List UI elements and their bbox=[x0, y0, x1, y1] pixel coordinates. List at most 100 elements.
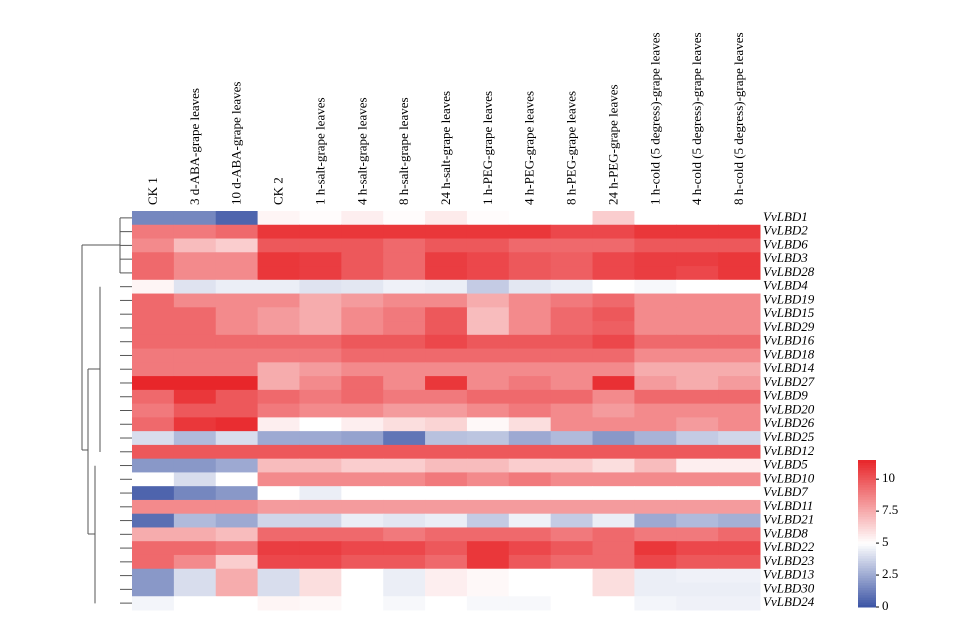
heatmap-cell bbox=[550, 321, 594, 336]
heatmap-cell bbox=[425, 444, 468, 460]
heatmap-cell bbox=[299, 582, 342, 597]
heatmap-cell bbox=[466, 211, 510, 226]
column-label: 4 h-salt-grape leaves bbox=[354, 97, 369, 205]
heatmap-cell bbox=[425, 554, 468, 570]
heatmap-cell bbox=[634, 444, 677, 460]
colorbar-segment bbox=[858, 602, 876, 606]
heatmap-cell bbox=[173, 307, 217, 322]
colorbar-segment bbox=[858, 494, 876, 498]
heatmap-cell bbox=[299, 431, 342, 446]
heatmap-cell bbox=[508, 321, 552, 336]
heatmap-cell bbox=[634, 431, 677, 446]
heatmap-cell bbox=[215, 568, 259, 583]
heatmap-cell bbox=[550, 596, 594, 611]
heatmap-cell bbox=[173, 431, 217, 446]
heatmap-cell bbox=[592, 486, 635, 501]
heatmap-cell bbox=[508, 266, 552, 281]
heatmap-cell bbox=[592, 362, 635, 377]
heatmap-cell bbox=[341, 389, 384, 405]
row-label: VvLBD6 bbox=[763, 236, 808, 251]
heatmap-cell bbox=[215, 211, 259, 226]
heatmap-cell bbox=[299, 266, 342, 281]
heatmap-cell bbox=[257, 321, 300, 336]
row-label: VvLBD30 bbox=[763, 580, 815, 595]
column-label: 4 h-PEG-grape leaves bbox=[522, 91, 537, 205]
heatmap-cell bbox=[592, 211, 635, 226]
colorbar-segment bbox=[858, 589, 876, 593]
heatmap-cell bbox=[508, 389, 552, 405]
row-label: VvLBD5 bbox=[763, 457, 808, 472]
heatmap-cell bbox=[173, 527, 217, 542]
heatmap-cell bbox=[341, 417, 384, 432]
heatmap-cell bbox=[550, 417, 594, 432]
heatmap-cell bbox=[173, 582, 217, 597]
heatmap-cell bbox=[215, 376, 259, 391]
column-label: 1 h-PEG-grape leaves bbox=[480, 91, 495, 205]
heatmap-cell bbox=[299, 568, 342, 583]
heatmap-cell bbox=[550, 472, 594, 487]
heatmap-cell bbox=[592, 527, 635, 542]
row-label: VvLBD21 bbox=[763, 512, 814, 527]
heatmap-cell bbox=[634, 279, 677, 295]
heatmap-cell bbox=[634, 224, 677, 240]
heatmap-cell bbox=[718, 238, 761, 253]
heatmap-cell bbox=[466, 444, 510, 460]
heatmap-cell bbox=[508, 334, 552, 350]
heatmap-cell bbox=[676, 596, 719, 611]
heatmap-cell bbox=[592, 376, 635, 391]
heatmap-cell bbox=[173, 499, 217, 515]
heatmap-cell bbox=[634, 293, 677, 308]
heatmap-cell bbox=[383, 238, 426, 253]
heatmap-cell bbox=[215, 458, 259, 473]
heatmap-cell bbox=[466, 417, 510, 432]
heatmap-cell bbox=[718, 431, 761, 446]
heatmap-cell bbox=[592, 582, 635, 597]
heatmap-cell bbox=[550, 211, 594, 226]
heatmap-cell bbox=[425, 348, 468, 363]
colorbar-segment bbox=[858, 545, 876, 549]
heatmap-cell bbox=[718, 527, 761, 542]
heatmap-cell bbox=[299, 513, 342, 528]
heatmap-cell bbox=[132, 307, 175, 322]
heatmap-cell bbox=[550, 458, 594, 473]
heatmap-cell bbox=[299, 279, 342, 295]
heatmap-cell bbox=[550, 444, 594, 460]
column-label: CK 2 bbox=[271, 177, 286, 205]
heatmap-cell bbox=[383, 279, 426, 295]
heatmap-cell bbox=[132, 238, 175, 253]
heatmap-cell bbox=[383, 431, 426, 446]
colorbar-segment bbox=[858, 464, 876, 468]
heatmap-cell bbox=[383, 293, 426, 308]
heatmap-cell bbox=[257, 279, 300, 295]
heatmap-cell bbox=[718, 417, 761, 432]
heatmap-cell bbox=[341, 458, 384, 473]
heatmap-cell bbox=[718, 499, 761, 515]
heatmap-cell bbox=[466, 321, 510, 336]
heatmap-cell bbox=[425, 279, 468, 295]
heatmap-cell bbox=[341, 554, 384, 570]
heatmap-cell bbox=[676, 307, 719, 322]
heatmap-cell bbox=[592, 554, 635, 570]
heatmap-cell bbox=[425, 403, 468, 418]
colorbar-segment bbox=[858, 523, 876, 527]
heatmap-cell bbox=[299, 458, 342, 473]
heatmap-cell bbox=[466, 582, 510, 597]
heatmap-cell bbox=[173, 376, 217, 391]
row-label: VvLBD16 bbox=[763, 333, 815, 348]
heatmap-cell bbox=[341, 486, 384, 501]
heatmap-cell bbox=[341, 568, 384, 583]
heatmap-cell bbox=[425, 513, 468, 528]
heatmap-cell bbox=[383, 224, 426, 240]
heatmap-cell bbox=[173, 279, 217, 295]
colorbar-segment bbox=[858, 504, 876, 508]
heatmap-cell bbox=[425, 266, 468, 281]
heatmap-cell bbox=[466, 527, 510, 542]
column-label: 8 h-salt-grape leaves bbox=[396, 97, 411, 205]
heatmap-cell bbox=[383, 554, 426, 570]
heatmap-cell bbox=[299, 224, 342, 240]
row-label: VvLBD23 bbox=[763, 553, 815, 568]
heatmap-cell bbox=[132, 362, 175, 377]
heatmap-cell bbox=[383, 307, 426, 322]
heatmap-cell bbox=[132, 458, 175, 473]
heatmap-cell bbox=[508, 527, 552, 542]
